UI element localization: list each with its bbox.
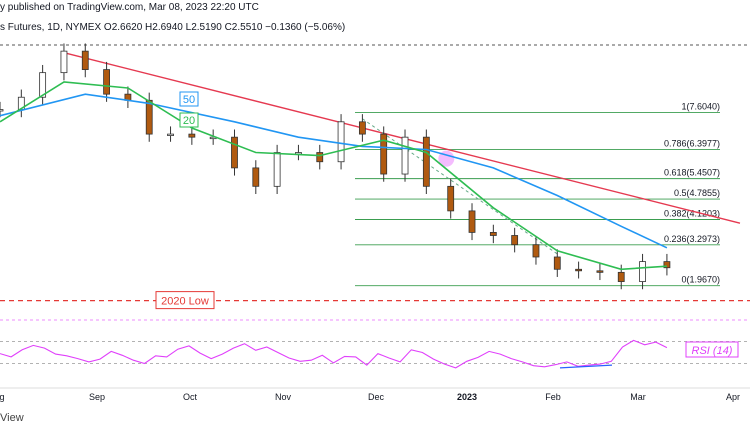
fib-level-label: 0.618(5.4507) <box>664 168 720 178</box>
dashed-guide-line <box>362 118 558 255</box>
candle-body <box>81 50 89 70</box>
candle-body <box>380 133 388 175</box>
x-tick-label: Mar <box>630 392 646 402</box>
candle-body <box>316 152 324 163</box>
candle-body <box>39 72 47 98</box>
candle-body <box>489 232 497 236</box>
candle-body <box>273 152 281 187</box>
candle-body <box>639 261 646 282</box>
candle-body <box>167 133 174 136</box>
candle-body <box>468 210 476 233</box>
candle-body <box>447 185 455 212</box>
candle-body <box>575 268 583 272</box>
candle-body <box>511 235 519 246</box>
x-tick-label: Sep <box>89 392 105 402</box>
x-tick-label: 2023 <box>457 392 477 402</box>
2020-low-label: 2020 Low <box>161 296 209 308</box>
candle-body <box>401 136 409 175</box>
candle-body <box>252 167 260 187</box>
rsi-divergence-line <box>559 364 613 369</box>
ma-20-line <box>0 81 667 271</box>
x-tick-label: g <box>0 392 5 402</box>
candle-body <box>532 244 540 258</box>
rsi-line <box>0 339 668 369</box>
candle-body <box>358 121 366 135</box>
fib-level-label: 0.5(4.7855) <box>674 188 720 198</box>
symbol-ohlc-line: s Futures, 1D, NYMEX O2.6620 H2.6940 L2.… <box>0 22 346 33</box>
candle-body <box>231 136 238 169</box>
candle-body <box>337 121 345 163</box>
ma-20-label-box <box>179 112 199 128</box>
x-tick-label: Feb <box>545 392 561 402</box>
fib-level-label: 0.236(3.2973) <box>664 234 720 244</box>
fib-level-label: 0.786(6.3977) <box>664 139 720 149</box>
x-tick-label: Nov <box>275 392 292 402</box>
ma-20-label: 20 <box>183 115 195 127</box>
candle-body <box>553 256 561 270</box>
candle-body <box>103 69 110 95</box>
x-tick-label: Oct <box>183 392 198 402</box>
ma-50-label: 50 <box>183 94 195 106</box>
x-tick-label: Apr <box>726 392 740 402</box>
candle-body <box>617 271 625 282</box>
candle-body <box>188 133 196 138</box>
fib-level-label: 1(7.6040) <box>681 101 720 111</box>
candle-body <box>60 50 68 74</box>
fib-level-label: 0.382(4.1203) <box>664 208 720 218</box>
ma-50-line <box>0 93 668 249</box>
ma-50-label-box <box>179 91 199 107</box>
rsi-label-box <box>685 341 739 358</box>
2020-low-box <box>155 291 215 310</box>
candle-body <box>596 270 604 273</box>
x-tick-label: Dec <box>368 392 385 402</box>
candle-body <box>422 136 430 187</box>
candle-body <box>0 109 4 112</box>
fib-level-label: 0(1.9670) <box>681 275 720 285</box>
candle-body <box>145 99 153 135</box>
tradingview-brand: View <box>0 412 24 424</box>
published-line: y published on TradingView.com, Mar 08, … <box>0 2 259 13</box>
candle-body <box>663 261 671 269</box>
rsi-label: RSI (14) <box>692 345 733 357</box>
